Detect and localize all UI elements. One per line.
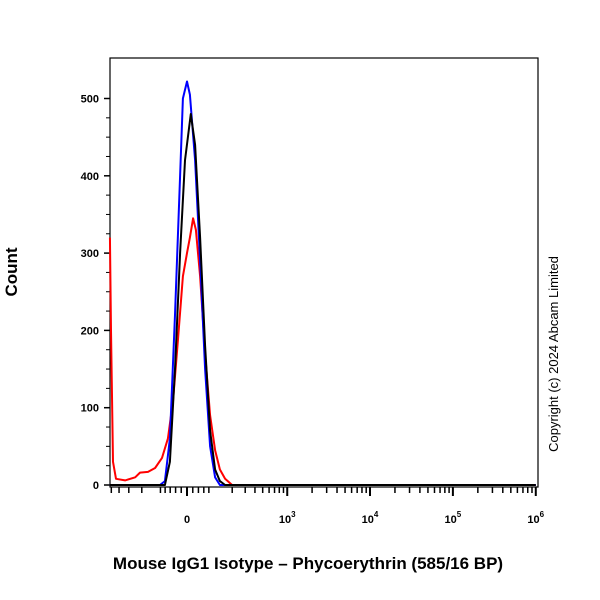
plot-frame — [109, 57, 539, 488]
tick-exponent: 5 — [457, 510, 462, 519]
tick-exponent: 3 — [291, 510, 296, 519]
x-axis: 0 103 104 105 106 — [110, 487, 545, 526]
x-tick-label: 106 — [527, 510, 544, 526]
x-axis-label: Mouse IgG1 Isotype – Phycoerythrin (585/… — [113, 554, 503, 573]
x-tick-label: 0 — [184, 514, 190, 526]
y-tick-label: 500 — [81, 94, 99, 106]
y-tick-label: 100 — [81, 403, 99, 415]
tick-base: 10 — [445, 514, 457, 526]
x-tick-label: 105 — [445, 510, 462, 526]
y-tick-label: 200 — [81, 325, 99, 337]
tick-base: 10 — [279, 514, 291, 526]
tick-base: 0 — [184, 514, 190, 526]
tick-base: 10 — [527, 514, 539, 526]
histogram-series-1 — [109, 80, 536, 486]
y-tick-label: 300 — [81, 248, 99, 260]
copyright-notice: Copyright (c) 2024 Abcam Limited — [546, 256, 561, 452]
histogram-curves — [108, 80, 536, 486]
y-axis-label: Count — [2, 247, 21, 296]
y-axis: 0 100 200 300 400 500 — [81, 94, 110, 492]
y-tick-label: 400 — [81, 171, 99, 183]
histogram-series-2 — [109, 113, 536, 486]
histogram-series-0 — [108, 217, 536, 486]
x-tick-label: 104 — [362, 510, 379, 526]
tick-base: 10 — [362, 514, 374, 526]
x-tick-label: 103 — [279, 510, 296, 526]
y-tick-label: 0 — [93, 480, 99, 492]
tick-exponent: 6 — [540, 510, 545, 519]
tick-exponent: 4 — [374, 510, 379, 519]
